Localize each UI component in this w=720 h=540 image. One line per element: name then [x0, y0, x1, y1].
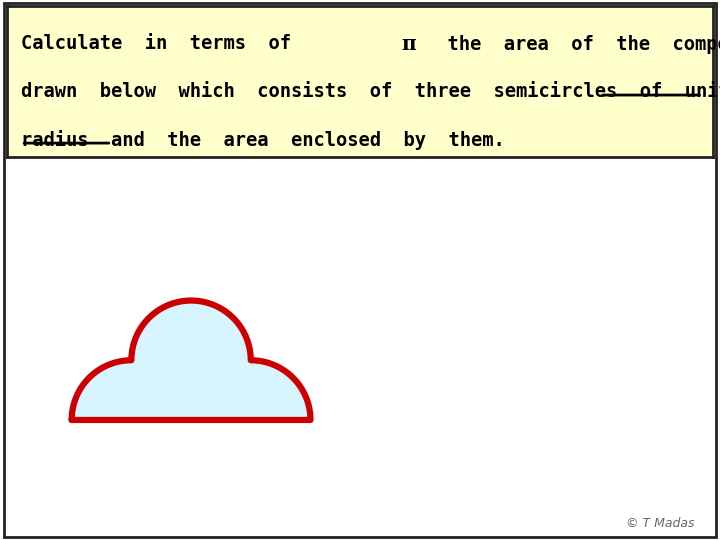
Text: the  area  of  the  composite  shape: the area of the composite shape — [425, 33, 720, 53]
Text: Calculate  in  terms  of: Calculate in terms of — [22, 33, 314, 52]
Text: drawn  below  which  consists  of  three  semicircles  of  unit: drawn below which consists of three semi… — [22, 82, 720, 100]
Polygon shape — [72, 301, 310, 420]
Text: π: π — [401, 33, 415, 53]
Text: © T Madas: © T Madas — [626, 517, 695, 530]
Text: radius  and  the  area  enclosed  by  them.: radius and the area enclosed by them. — [22, 130, 505, 150]
